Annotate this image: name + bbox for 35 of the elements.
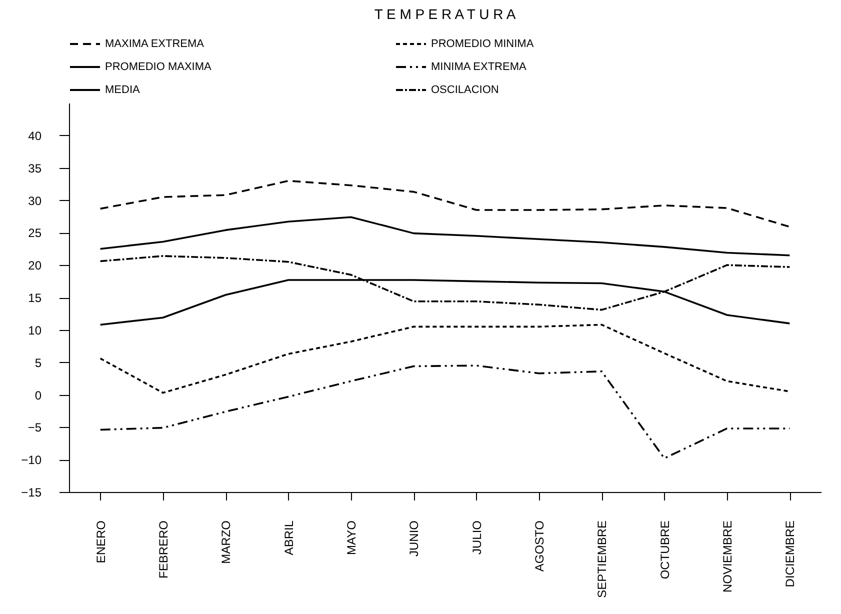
y-tick-label: 5 bbox=[34, 356, 42, 370]
y-tick-label: 30 bbox=[28, 194, 42, 208]
x-tick-label: JULIO bbox=[470, 520, 484, 555]
x-tick-label: MARZO bbox=[219, 520, 234, 564]
x-tick-label: FEBRERO bbox=[156, 520, 170, 579]
legend-label: PROMEDIO MINIMA bbox=[431, 38, 534, 50]
x-tick-label: MAYO bbox=[344, 520, 358, 555]
x-tick-label: DICIEMBRE bbox=[783, 520, 798, 588]
line-series bbox=[99, 364, 791, 460]
x-tick-label: AGOSTO bbox=[532, 520, 546, 572]
x-tick-label: ENERO bbox=[94, 520, 108, 564]
x-tick-label: JUNIO bbox=[407, 520, 422, 556]
chart-title: T E M P E R A T U R A bbox=[374, 6, 516, 22]
y-tick-label: 20 bbox=[28, 258, 42, 273]
y-tick-label: 15 bbox=[28, 291, 42, 305]
y-tick-label: 0 bbox=[34, 388, 42, 402]
x-tick-label: SEPTIEMBRE bbox=[595, 520, 610, 598]
y-tick-label: −5 bbox=[28, 420, 42, 435]
y-tick-label: 40 bbox=[28, 128, 42, 143]
legend-label: MAXIMA EXTREMA bbox=[105, 38, 205, 50]
y-tick-label: −15 bbox=[21, 486, 42, 500]
line-series bbox=[99, 216, 791, 256]
legend-label: PROMEDIO MAXIMA bbox=[105, 61, 212, 73]
y-tick-label: 25 bbox=[28, 226, 42, 240]
y-tick-label: 10 bbox=[28, 323, 42, 338]
legend-label: OSCILACION bbox=[431, 84, 499, 96]
y-tick-label: 35 bbox=[28, 161, 42, 176]
legend-label: MEDIA bbox=[105, 84, 140, 96]
y-tick-label: −10 bbox=[21, 453, 42, 468]
x-tick-label: OCTUBRE bbox=[658, 520, 672, 580]
x-tick-label: ABRIL bbox=[282, 520, 296, 556]
legend-label: MINIMA EXTREMA bbox=[431, 61, 528, 73]
x-tick-label: NOVIEMBRE bbox=[720, 520, 734, 593]
line-series bbox=[99, 180, 791, 228]
line-series bbox=[99, 324, 791, 394]
